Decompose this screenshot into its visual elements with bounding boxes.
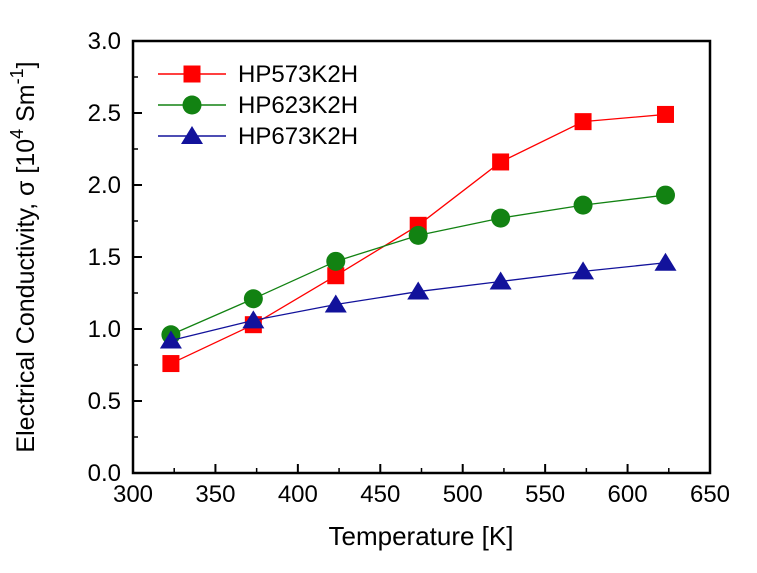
data-point-triangle [159,330,182,349]
data-point-square [656,105,674,123]
legend-item-HP573K2H: HP573K2H [158,61,358,88]
data-point-circle [243,289,263,309]
data-point-circle [573,195,593,215]
x-tick-label: 650 [690,481,730,508]
plot-area: 300 350 400 450 500 550 600 650 0.0 0.5 1.0 1.5 2.0 2… [7,28,730,508]
x-tick-label: 450 [360,481,400,508]
data-point-circle [408,225,428,245]
data-point-circle [655,185,675,205]
data-point-triangle [407,281,430,300]
legend-item-HP623K2H: HP623K2H [158,92,358,119]
data-point-square [574,113,592,131]
data-point-triangle [654,252,677,271]
y-tick-label: 0.5 [88,388,121,415]
legend: HP573K2H HP623K2H HP673K2H [158,61,358,150]
x-tick-label: 350 [195,481,235,508]
series-HP623K2H [161,185,675,345]
data-point-circle [326,251,346,271]
y-tick-label: 1.5 [88,244,121,271]
data-point-square [492,153,510,171]
x-tick-label: 300 [113,481,153,508]
data-point-circle [182,95,202,115]
data-point-triangle [489,271,512,290]
y-tick-label: 3.0 [88,28,121,55]
data-point-square [162,355,180,373]
plot-frame [131,39,712,475]
y-axis-title: Electrical Conductivity, σ [104 Sm-1] [7,61,40,452]
y-tick-label: 1.0 [88,316,121,343]
series-line [170,194,666,336]
y-tick-label: 2.0 [88,172,121,199]
y-tick-label: 0.0 [88,460,121,487]
x-tick-label: 550 [525,481,565,508]
legend-label: HP673K2H [238,123,358,150]
data-point-triangle [242,310,265,329]
y-tick-label: 2.5 [88,100,121,127]
series-HP673K2H [159,252,677,349]
data-point-square [327,267,345,285]
data-point-circle [491,208,511,228]
legend-item-HP673K2H: HP673K2H [158,123,358,150]
x-tick-label: 500 [443,481,483,508]
data-point-square [183,65,201,83]
data-point-triangle [572,261,595,280]
legend-label: HP573K2H [238,61,358,88]
data-point-triangle [181,126,203,144]
data-point-triangle [324,294,347,313]
x-tick-label: 600 [608,481,648,508]
x-tick-label: 400 [278,481,318,508]
legend-label: HP623K2H [238,92,358,119]
x-axis-title: Temperature [K] [329,521,514,551]
